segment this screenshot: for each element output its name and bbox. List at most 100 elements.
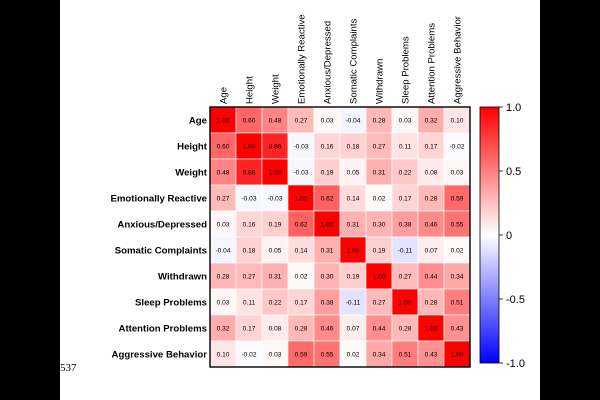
cell-value-label: 0.48 xyxy=(217,169,230,176)
row-label: Aggressive Behavior xyxy=(112,350,208,361)
heatmap-cell xyxy=(261,236,289,264)
column-label: Anxious/Depressed xyxy=(323,21,334,104)
cell-value-label: 0.38 xyxy=(399,221,412,228)
row-label: Somatic Complaints xyxy=(115,246,207,257)
heatmap-cell xyxy=(391,132,419,160)
heatmap-cell xyxy=(313,340,341,368)
cell-value-label: 0.19 xyxy=(321,169,334,176)
cell-value-label: 0.27 xyxy=(373,299,386,306)
cell-value-label: 0.28 xyxy=(295,325,308,332)
cell-value-label: -0.02 xyxy=(449,143,464,150)
cell-value-label: 1.00 xyxy=(217,117,230,124)
cell-value-label: 0.03 xyxy=(321,117,334,124)
cell-value-label: 0.17 xyxy=(399,195,412,202)
heatmap-cell xyxy=(313,288,341,316)
cell-value-label: 0.18 xyxy=(347,143,360,150)
heatmap-cell xyxy=(339,210,367,238)
cell-value-label: 1.00 xyxy=(451,351,464,358)
cell-value-label: 0.59 xyxy=(451,195,464,202)
correlation-heatmap: 1.00 0.60 0.48 0.27 0.03 -0.04 0.28 0.03 0.32 0.1… xyxy=(110,14,525,370)
column-label: Aggressive Behavior xyxy=(453,15,464,104)
cell-value-label: 0.60 xyxy=(243,117,256,124)
heatmap-cell xyxy=(391,262,419,290)
cell-value-label: 0.38 xyxy=(321,299,334,306)
column-label: Age xyxy=(219,87,230,104)
cell-value-label: 0.07 xyxy=(425,247,438,254)
cell-value-label: 1.00 xyxy=(321,221,334,228)
cell-value-label: 0.28 xyxy=(399,325,412,332)
cell-value-label: 1.00 xyxy=(399,299,412,306)
row-label: Weight xyxy=(175,168,208,179)
cell-value-label: 0.19 xyxy=(373,247,386,254)
heatmap-cell xyxy=(235,158,263,186)
cell-value-label: 0.08 xyxy=(269,325,282,332)
cell-value-label: 0.31 xyxy=(347,221,360,228)
cell-value-label: 0.43 xyxy=(425,351,438,358)
heatmap-cell xyxy=(287,236,315,264)
heatmap-cell xyxy=(391,210,419,238)
cell-value-label: 0.28 xyxy=(425,195,438,202)
heatmap-cell xyxy=(235,210,263,238)
cell-value-label: 1.00 xyxy=(295,195,308,202)
heatmap-cell xyxy=(417,132,445,160)
cell-value-label: 0.32 xyxy=(425,117,438,124)
heatmap-cell xyxy=(417,288,445,316)
page-number: 537 xyxy=(60,362,77,374)
heatmap-cell xyxy=(365,158,393,186)
heatmap-cell xyxy=(391,158,419,186)
cell-value-label: 0.10 xyxy=(451,117,464,124)
cell-value-label: 0.59 xyxy=(295,351,308,358)
heatmap-cell xyxy=(443,132,471,160)
cell-value-label: 0.08 xyxy=(425,169,438,176)
cell-value-label: 0.03 xyxy=(451,169,464,176)
cell-value-label: 0.10 xyxy=(217,351,230,358)
cell-value-label: 0.30 xyxy=(321,273,334,280)
right-black-margin xyxy=(540,0,600,400)
heatmap-cell xyxy=(339,184,367,212)
column-label: Withdrawn xyxy=(375,59,386,104)
cell-value-label: 0.31 xyxy=(373,169,386,176)
heatmap-cell xyxy=(417,236,445,264)
cell-value-label: 0.30 xyxy=(373,221,386,228)
heatmap-cell xyxy=(339,106,367,134)
cell-value-label: 0.16 xyxy=(243,221,256,228)
cell-value-label: 0.27 xyxy=(217,195,230,202)
cell-value-label: 0.27 xyxy=(399,273,412,280)
cell-value-label: -0.03 xyxy=(293,143,308,150)
cell-value-label: 0.02 xyxy=(373,195,386,202)
colorbar-tick-label: 0 xyxy=(506,230,512,242)
heatmap-cell xyxy=(365,210,393,238)
heatmap-cell xyxy=(443,210,471,238)
heatmap-cell xyxy=(235,314,263,342)
heatmap-cell xyxy=(417,314,445,342)
heatmap-cell xyxy=(443,184,471,212)
colorbar xyxy=(479,106,500,364)
cell-value-label: 0.28 xyxy=(373,117,386,124)
heatmap-cell xyxy=(391,106,419,134)
cell-value-label: 0.22 xyxy=(399,169,412,176)
cell-value-label: 0.86 xyxy=(243,169,256,176)
heatmap-cell xyxy=(339,340,367,368)
heatmap-cell xyxy=(209,184,237,212)
row-label: Attention Problems xyxy=(119,324,207,335)
column-label: Attention Problems xyxy=(427,23,438,104)
cell-value-label: 0.19 xyxy=(269,221,282,228)
cell-value-label: -0.03 xyxy=(241,195,256,202)
cell-value-label: 0.44 xyxy=(373,325,386,332)
cell-value-label: 0.11 xyxy=(243,299,256,306)
cell-value-label: 0.02 xyxy=(347,351,360,358)
row-label: Anxious/Depressed xyxy=(117,220,207,231)
heatmap-cell xyxy=(235,132,263,160)
cell-value-label: -0.02 xyxy=(241,351,256,358)
cell-value-label: 0.46 xyxy=(425,221,438,228)
cell-value-label: 0.11 xyxy=(399,143,412,150)
cell-value-label: 1.00 xyxy=(373,273,386,280)
row-label: Emotionally Reactive xyxy=(110,194,207,205)
heatmap-cell xyxy=(287,314,315,342)
cell-value-label: 0.02 xyxy=(451,247,464,254)
cell-value-label: 0.19 xyxy=(347,273,360,280)
cell-value-label: 0.03 xyxy=(399,117,412,124)
colorbar-tick-label: -0.5 xyxy=(506,294,525,306)
cell-value-label: 0.51 xyxy=(451,299,464,306)
heatmap-cell xyxy=(365,288,393,316)
